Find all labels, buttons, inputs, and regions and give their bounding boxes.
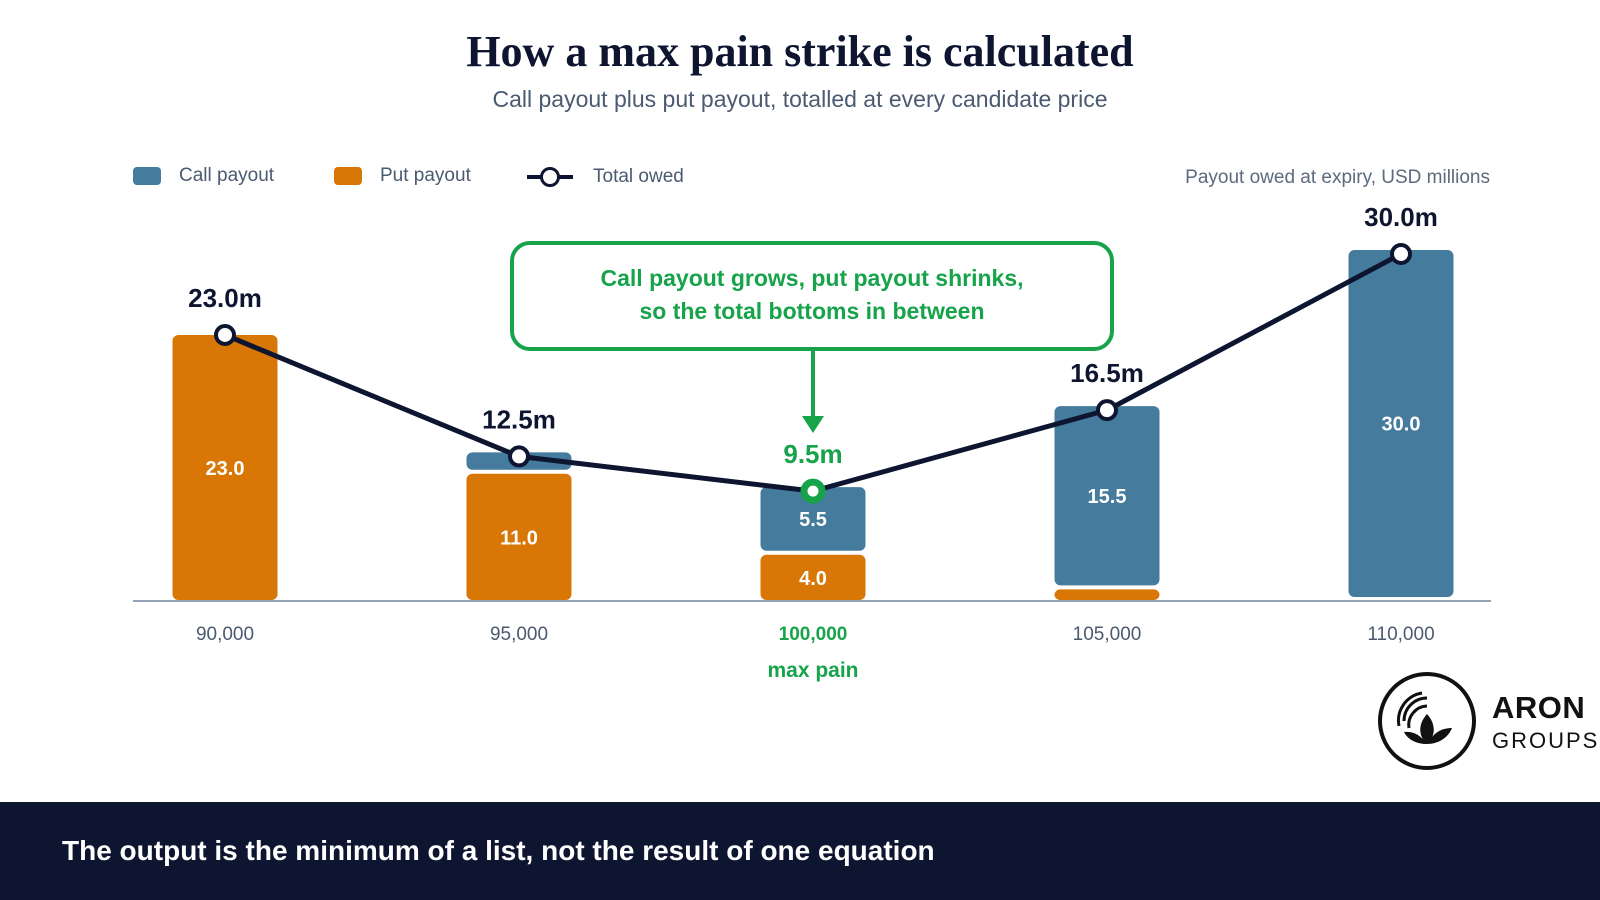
bar-put-label: 4.0 [799,568,827,590]
bar-call [760,487,866,551]
bar-put [1054,589,1160,600]
logo-wordmark: ARON [1492,690,1586,725]
legend-total: Total owed [527,165,684,189]
total-point [1390,243,1412,265]
x-tick-label: 110,000 [1367,624,1434,645]
legend-put-swatch [334,167,362,185]
bar-call [1054,406,1160,586]
legend-call-swatch [133,167,161,185]
footer-banner: The output is the minimum of a list, not… [0,802,1600,900]
bar-put [466,473,572,600]
bar-put-label: 11.0 [500,527,538,549]
total-point [214,323,236,346]
total-label: 9.5m [783,439,842,469]
x-tick-label: 90,000 [196,624,254,645]
x-tick-label: 100,000 [779,624,848,645]
bar-call-label: 15.5 [1088,486,1127,508]
units-label: Payout owed at expiry, USD millions [1185,167,1490,188]
total-point [800,478,826,504]
legend-total-label: Total owed [593,166,684,187]
total-label: 23.0m [188,283,262,313]
aron-groups-logo: ARON GROUPS [1378,672,1597,772]
annotation-box [510,241,1114,351]
max-pain-label: max pain [767,659,858,682]
legend-total-marker [527,165,573,189]
bar-put-label: 23.0 [206,458,245,480]
x-tick-label: 105,000 [1073,624,1142,645]
total-point [1096,399,1118,422]
total-label: 30.0m [1364,202,1438,232]
annotation-line1: Call payout grows, put payout shrinks, [601,265,1024,291]
total-label: 12.5m [482,404,556,434]
logo-emblem [1378,672,1476,770]
annotation-line2: so the total bottoms in between [639,298,984,324]
x-tick-label: 95,000 [490,624,548,645]
footer-text: The output is the minimum of a list, not… [62,835,935,866]
legend-put-label: Put payout [380,165,471,186]
chart-title: How a max pain strike is calculated [466,27,1134,76]
bar-call-label: 30.0 [1382,414,1421,436]
legend-call-label: Call payout [179,165,275,186]
total-point [508,445,530,468]
annotation-arrow-head [802,416,824,433]
bar-call-label: 5.5 [799,509,827,531]
bar-put [760,554,866,600]
leaf-icon [1397,691,1452,744]
logo-subtext: GROUPS [1492,728,1600,753]
legend-call: Call payout [133,165,274,187]
bar-put [172,334,278,600]
bar-call [1348,250,1454,597]
legend-put: Put payout [334,165,471,187]
chart-plot: 23.0 90,000 11.0 95,000 4.0 5.5 100,000 15.5 105… [133,202,1491,682]
chart-subtitle: Call payout plus put payout, totalled at… [492,86,1108,112]
total-label: 16.5m [1070,358,1144,388]
